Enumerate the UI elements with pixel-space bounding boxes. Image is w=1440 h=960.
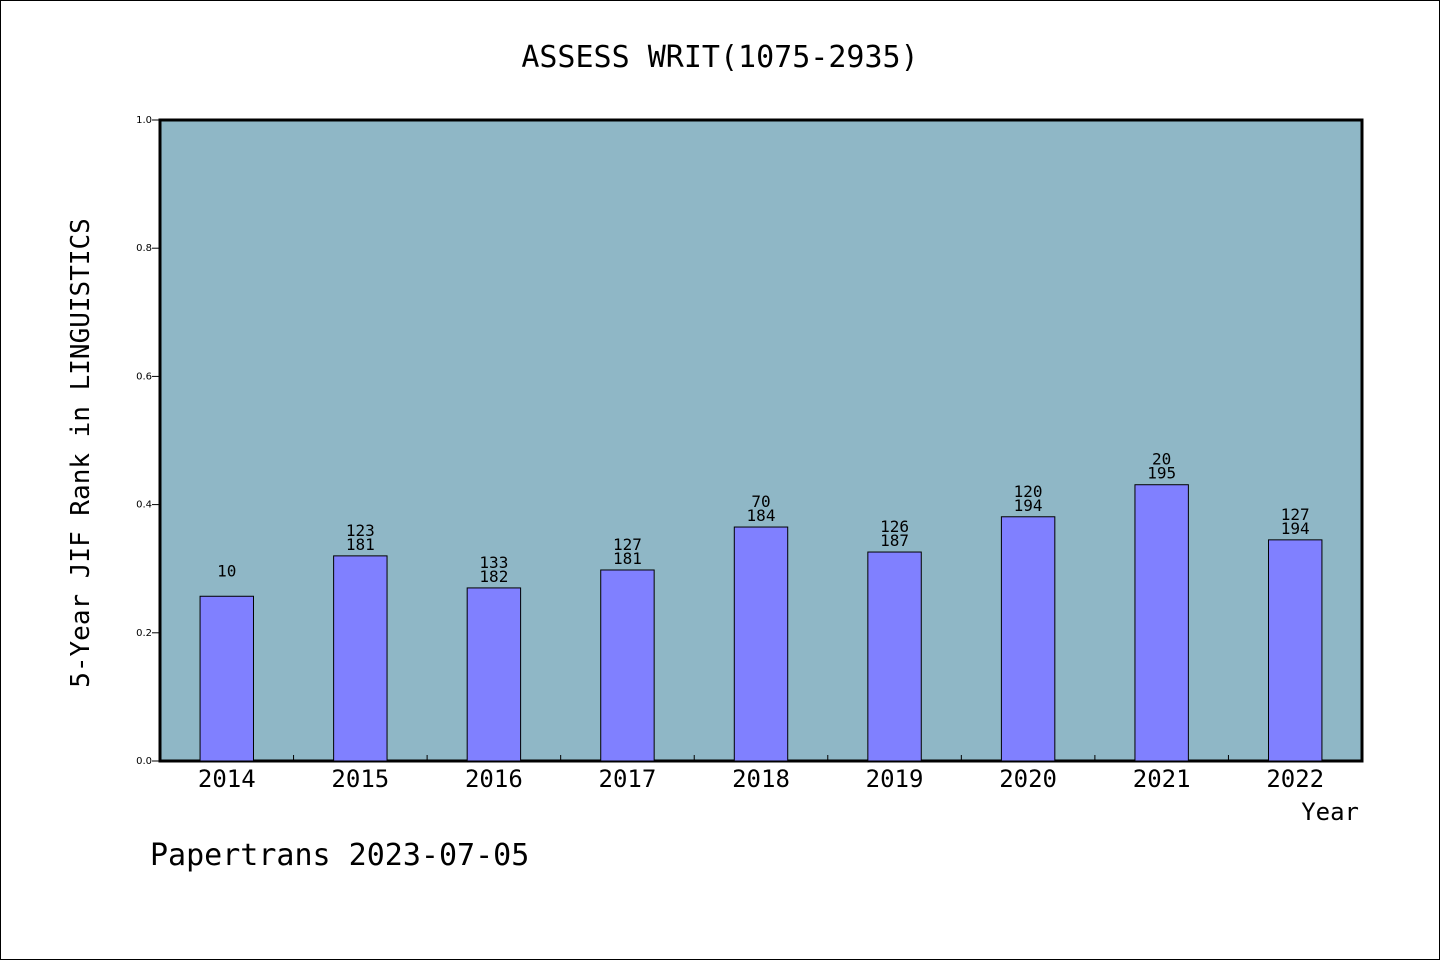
x-tick-label-2016: 2016 xyxy=(465,765,523,793)
bar-label-2015-2: 181 xyxy=(346,535,375,554)
footer-watermark: Papertrans 2023-07-05 xyxy=(150,838,529,873)
y-tick-label: 0.8 xyxy=(136,243,152,254)
bar-label-2018-2: 184 xyxy=(747,506,776,525)
bar-2017 xyxy=(600,569,655,762)
bars-layer: 1012318113318212718170184126187120194201… xyxy=(199,450,1323,762)
bar-label-2021-1: 20 xyxy=(1152,450,1171,469)
x-tick-label-2020: 2020 xyxy=(999,765,1057,793)
x-axis-ticks: 2014 2015 2016 2017 2018 2019 2020 2021 2022 xyxy=(198,755,1324,793)
bar-2021 xyxy=(1134,484,1189,762)
bar-label-2022-2: 194 xyxy=(1281,519,1310,538)
bar-label-2017-1: 127 xyxy=(613,535,642,554)
x-tick-label-2018: 2018 xyxy=(732,765,790,793)
bar-label-2015-1: 123 xyxy=(346,521,375,540)
y-axis-label: 5-Year JIF Rank in LINGUISTICS xyxy=(66,218,96,688)
bar-label-2022-1: 127 xyxy=(1281,505,1310,524)
x-tick-label-2015: 2015 xyxy=(331,765,389,793)
bar-label-2016-2: 182 xyxy=(479,567,508,586)
x-tick-label-2022: 2022 xyxy=(1266,765,1324,793)
bar-label-2020-2: 194 xyxy=(1014,496,1043,515)
y-axis-ticks: 0.0 0.2 0.4 0.6 0.8 1.0 xyxy=(136,115,160,767)
bar-2015 xyxy=(333,555,388,762)
bar-label-2019-1: 126 xyxy=(880,517,909,536)
x-axis-label: Year xyxy=(1301,798,1359,826)
bar-2020 xyxy=(1000,516,1056,762)
x-tick-label-2019: 2019 xyxy=(866,765,924,793)
bar-2019 xyxy=(867,551,922,762)
bar-label-2020-1: 120 xyxy=(1014,482,1043,501)
chart-title: ASSESS WRIT(1075-2935) xyxy=(521,40,918,75)
bar-label-2014: 10 xyxy=(217,561,236,580)
x-tick-label-2021: 2021 xyxy=(1133,765,1191,793)
bar-2018 xyxy=(733,526,789,762)
bar-2014 xyxy=(199,595,254,762)
bar-label-2019-2: 187 xyxy=(880,531,909,550)
y-tick-label: 0.6 xyxy=(136,371,152,382)
y-tick-label: 1.0 xyxy=(136,115,152,126)
bar-label-2018-1: 70 xyxy=(751,492,770,511)
y-tick-label: 0.2 xyxy=(136,628,152,639)
bar-label-2021-2: 195 xyxy=(1147,464,1176,483)
bar-2016 xyxy=(466,587,522,762)
x-tick-label-2014: 2014 xyxy=(198,765,256,793)
bar-label-2017-2: 181 xyxy=(613,549,642,568)
y-tick-label: 0.4 xyxy=(136,500,152,511)
bar-label-2016-1: 133 xyxy=(479,553,508,572)
y-tick-label: 0.0 xyxy=(136,756,152,767)
bar-2022 xyxy=(1268,539,1323,762)
x-tick-label-2017: 2017 xyxy=(599,765,657,793)
